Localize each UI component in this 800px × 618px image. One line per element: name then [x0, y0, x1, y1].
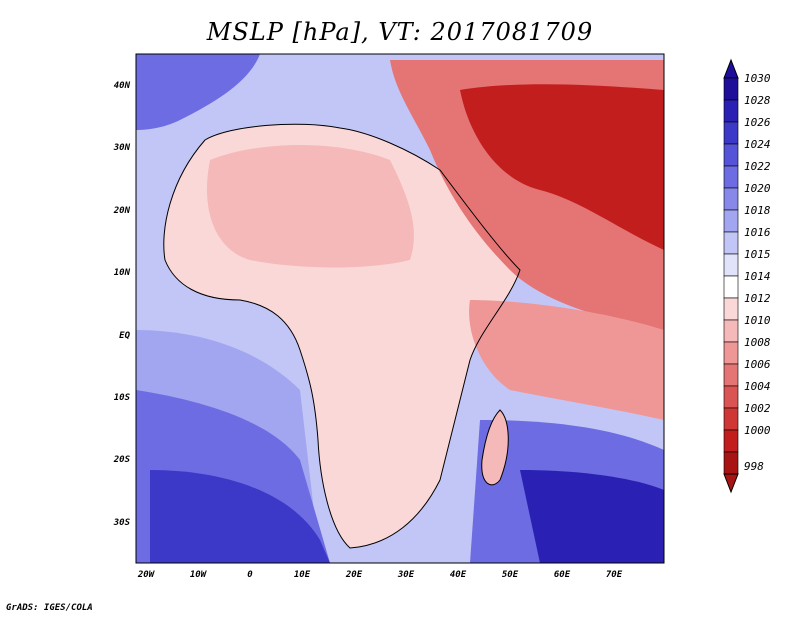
lon-label: 70E — [606, 570, 623, 580]
colorbar-label: 1006 — [744, 358, 771, 371]
colorbar-label: 1015 — [744, 248, 771, 261]
colorbar-label: 1016 — [744, 226, 771, 239]
pressure-field — [136, 54, 664, 563]
colorbar-swatch — [723, 209, 739, 233]
longitude-axis: 20W 10W 0 10E 20E 30E 40E 50E 60E 70E — [137, 570, 623, 580]
colorbar-swatch — [723, 231, 739, 255]
colorbar-swatch — [723, 121, 739, 145]
lon-label: 0 — [247, 570, 253, 580]
colorbar-label: 1020 — [744, 182, 771, 195]
lon-label: 10E — [294, 570, 311, 580]
colorbar-label: 1012 — [744, 292, 771, 305]
colorbar-swatch — [723, 99, 739, 123]
colorbar-swatch — [723, 187, 739, 211]
lat-label: 30S — [113, 518, 131, 528]
madagascar — [481, 409, 509, 486]
map-frame — [135, 53, 665, 564]
colorbar-label: 1002 — [744, 402, 771, 415]
indian-ocean-high-core — [520, 470, 664, 563]
colorbar-swatch — [723, 275, 739, 299]
page-title: MSLP [hPa], VT: 2017081709 — [206, 18, 594, 46]
lon-label: 30E — [397, 570, 415, 580]
lon-label: 60E — [554, 570, 571, 580]
colorbar-label: 1022 — [744, 160, 771, 173]
lon-label: 10W — [190, 570, 208, 580]
colorbar: 1030 1028 1026 1024 1022 1020 1018 1016 1015 1014… — [723, 58, 771, 494]
latitude-axis: 40N 30N 20N 10N EQ 10S 20S 30S — [113, 81, 131, 528]
colorbar-label: 998 — [744, 460, 764, 473]
lat-label: 20S — [113, 455, 131, 465]
lat-label: 20N — [113, 206, 131, 216]
colorbar-swatch — [723, 363, 739, 387]
east-africa-low — [469, 300, 664, 420]
colorbar-label: 1028 — [744, 94, 771, 107]
colorbar-swatch — [723, 253, 739, 277]
lat-label: EQ — [119, 331, 130, 341]
sahara-warm — [206, 145, 414, 268]
colorbar-bottom-arrow — [723, 473, 739, 494]
south-atlantic-high-center — [150, 470, 330, 563]
colorbar-swatch — [723, 77, 739, 101]
colorbar-label: 1030 — [744, 72, 771, 85]
lon-label: 20E — [345, 570, 363, 580]
colorbar-swatch — [723, 451, 739, 475]
colorbar-swatch — [723, 143, 739, 167]
colorbar-swatch — [723, 319, 739, 343]
lon-label: 50E — [502, 570, 519, 580]
lat-label: 10N — [114, 268, 131, 278]
colorbar-swatch — [723, 297, 739, 321]
colorbar-swatch — [723, 407, 739, 431]
colorbar-label: 1026 — [744, 116, 771, 129]
lon-label: 40E — [450, 570, 467, 580]
lat-label: 30N — [113, 143, 131, 153]
colorbar-label: 1000 — [744, 424, 771, 437]
colorbar-swatch — [723, 165, 739, 189]
colorbar-label: 1024 — [744, 138, 771, 151]
lat-label: 10S — [114, 393, 131, 403]
europe-high — [136, 54, 260, 130]
colorbar-label: 1010 — [744, 314, 771, 327]
credit-label: GrADS: IGES/COLA — [6, 603, 93, 613]
colorbar-swatch — [723, 341, 739, 365]
colorbar-label: 1004 — [744, 380, 771, 393]
lon-label: 20W — [137, 570, 156, 580]
coastline — [163, 123, 521, 549]
colorbar-swatch — [723, 385, 739, 409]
colorbar-top-arrow — [723, 58, 739, 79]
colorbar-label: 1008 — [744, 336, 771, 349]
colorbar-label: 1018 — [744, 204, 771, 217]
india-low — [460, 84, 664, 250]
colorbar-swatch — [723, 429, 739, 453]
colorbar-label: 1014 — [744, 270, 771, 283]
lat-label: 40N — [114, 81, 131, 91]
